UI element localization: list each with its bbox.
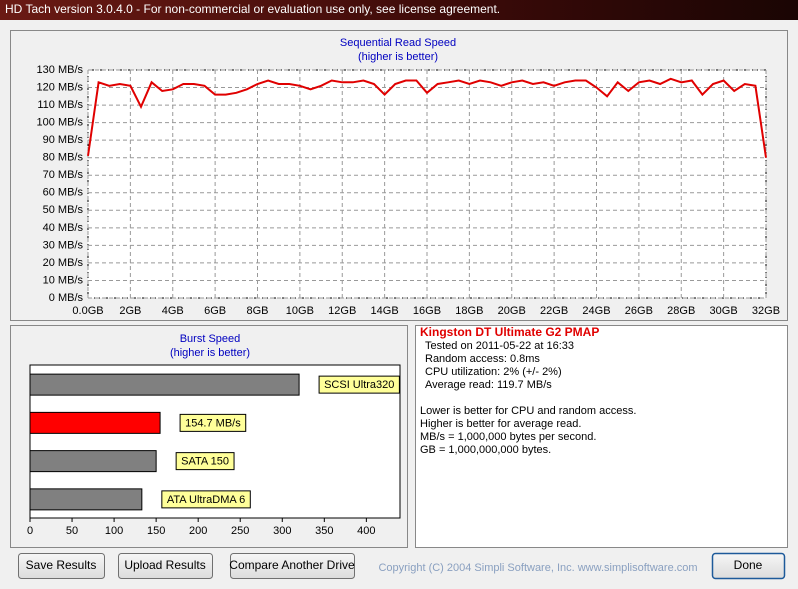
copyright: Copyright (C) 2004 Simpli Software, Inc.… [378,562,697,574]
x-tick-label: 14GB [371,305,399,317]
info-note: MB/s = 1,000,000 bytes per second. [420,431,596,443]
info-detail: CPU utilization: 2% (+/- 2%) [425,366,562,378]
button-label[interactable]: Save Results [26,558,97,572]
y-tick-label: 130 MB/s [37,64,84,76]
x-tick-label: 22GB [540,305,568,317]
button[interactable] [230,553,355,579]
x-tick-label: 6GB [204,305,226,317]
x-tick-label: 300 [273,525,291,537]
y-tick-label: 20 MB/s [43,257,84,269]
info-detail: Tested on 2011-05-22 at 16:33 [425,340,574,352]
x-tick-label: 20GB [498,305,526,317]
data-line [87,77,767,158]
y-tick-label: 120 MB/s [37,81,84,93]
x-tick-label: 50 [66,525,78,537]
bar [29,411,161,434]
x-tick-label: 8GB [246,305,268,317]
bar-label: SCSI Ultra320 [324,379,394,391]
info-note: Higher is better for average read. [420,418,581,430]
window-title: HD Tach version 3.0.4.0 - For non-commer… [5,2,500,16]
y-tick-label: 80 MB/s [43,152,84,164]
y-tick-label: 110 MB/s [37,99,83,111]
button[interactable] [18,553,105,579]
x-tick-label: 26GB [625,305,653,317]
drive-name: Kingston DT Ultimate G2 PMAP [420,325,599,339]
button[interactable] [711,552,786,580]
y-tick-label: 70 MB/s [43,169,84,181]
y-tick-label: 60 MB/s [43,187,84,199]
button-label[interactable]: Upload Results [124,558,205,572]
x-tick-label: 400 [357,525,375,537]
bar-label: ATA UltraDMA 6 [167,494,245,506]
info-note: Lower is better for CPU and random acces… [420,405,636,417]
chart-title: Burst Speed [180,333,241,345]
x-tick-label: 250 [231,525,249,537]
x-tick-label: 100 [105,525,123,537]
x-tick-label: 0 [27,525,33,537]
x-tick-label: 150 [147,525,165,537]
info-note: GB = 1,000,000,000 bytes. [420,444,551,456]
x-tick-label: 24GB [582,305,610,317]
bar-label-box [179,413,247,432]
x-tick-label: 2GB [119,305,141,317]
button-label[interactable]: Done [734,558,763,572]
y-tick-label: 50 MB/s [43,204,84,216]
x-tick-label: 350 [315,525,333,537]
x-tick-label: 0.0GB [72,305,103,317]
bar-label: SATA 150 [181,456,229,468]
chart-subtitle: (higher is better) [358,51,438,63]
chart-title: Sequential Read Speed [340,37,456,49]
bar-label-box [161,490,251,509]
bar-label: 154.7 MB/s [185,417,241,429]
y-tick-label: 40 MB/s [43,222,84,234]
info-detail: Random access: 0.8ms [425,353,540,365]
info-panel [415,325,788,548]
x-tick-label: 28GB [667,305,695,317]
title-bar [0,0,798,20]
bar-label-box [318,375,400,394]
y-tick-label: 30 MB/s [43,239,84,251]
button-label[interactable]: Compare Another Drive [229,558,355,572]
y-tick-label: 10 MB/s [43,274,84,286]
x-tick-label: 12GB [328,305,356,317]
x-tick-label: 4GB [162,305,184,317]
x-tick-label: 200 [189,525,207,537]
y-tick-label: 0 MB/s [49,292,84,304]
bar [29,450,157,473]
x-tick-label: 16GB [413,305,441,317]
y-tick-label: 90 MB/s [43,134,84,146]
info-detail: Average read: 119.7 MB/s [425,379,552,391]
y-tick-label: 100 MB/s [37,117,84,129]
x-tick-label: 10GB [286,305,314,317]
x-tick-label: 18GB [455,305,483,317]
bar-label-box [175,452,235,471]
x-tick-label: 32GB [752,305,780,317]
bar [29,488,143,511]
bar [29,373,300,396]
button[interactable] [118,553,213,579]
chart-subtitle: (higher is better) [170,347,250,359]
x-tick-label: 30GB [710,305,738,317]
